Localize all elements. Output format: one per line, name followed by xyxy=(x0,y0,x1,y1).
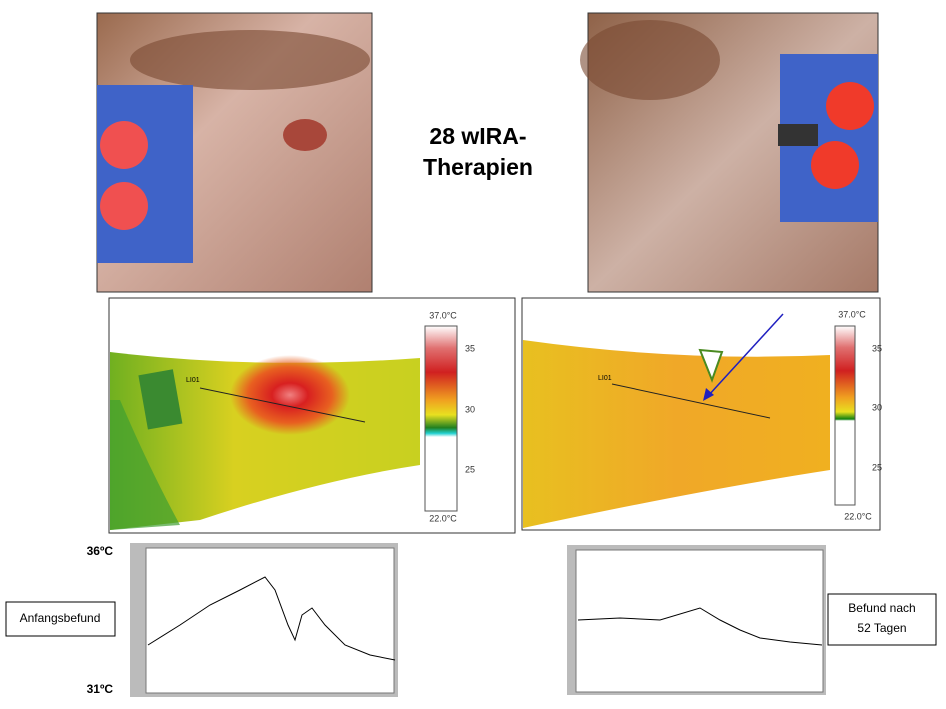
caption: Befund nach xyxy=(848,601,915,615)
scale-tick: 35 xyxy=(872,343,882,353)
profile-min-label: 31ºC xyxy=(87,682,114,696)
caption-after: Befund nach 52 Tagen xyxy=(827,593,937,646)
caption: Anfangsbefund xyxy=(20,611,101,625)
caption-before: Anfangsbefund xyxy=(5,601,116,637)
photo-after xyxy=(580,12,879,293)
scale-tick: 30 xyxy=(872,402,882,412)
photo-before xyxy=(96,12,373,293)
scale-min: 22.0°C xyxy=(844,511,872,521)
line-label: LI01 xyxy=(598,375,612,382)
line-label: LI01 xyxy=(186,377,200,384)
scale-max: 37.0°C xyxy=(429,310,457,320)
thermogram-after: LI01 37.0°C 35 30 25 22.0°C xyxy=(521,297,882,531)
title-line: 28 wIRA- xyxy=(429,123,526,149)
scale-tick: 25 xyxy=(872,462,882,472)
scale-tick: 30 xyxy=(465,404,475,414)
profile-before xyxy=(130,543,398,697)
scale-max: 37.0°C xyxy=(838,309,866,319)
caption: 52 Tagen xyxy=(857,621,906,635)
scale-tick: 35 xyxy=(465,343,475,353)
thermogram-before: LI01 37.0°C 35 30 25 22.0°C xyxy=(108,297,516,534)
scale-min: 22.0°C xyxy=(429,513,457,523)
scale-tick: 25 xyxy=(465,464,475,474)
profile-max-label: 36ºC xyxy=(87,544,114,558)
profile-after xyxy=(567,545,826,695)
title-line: Therapien xyxy=(423,154,533,180)
